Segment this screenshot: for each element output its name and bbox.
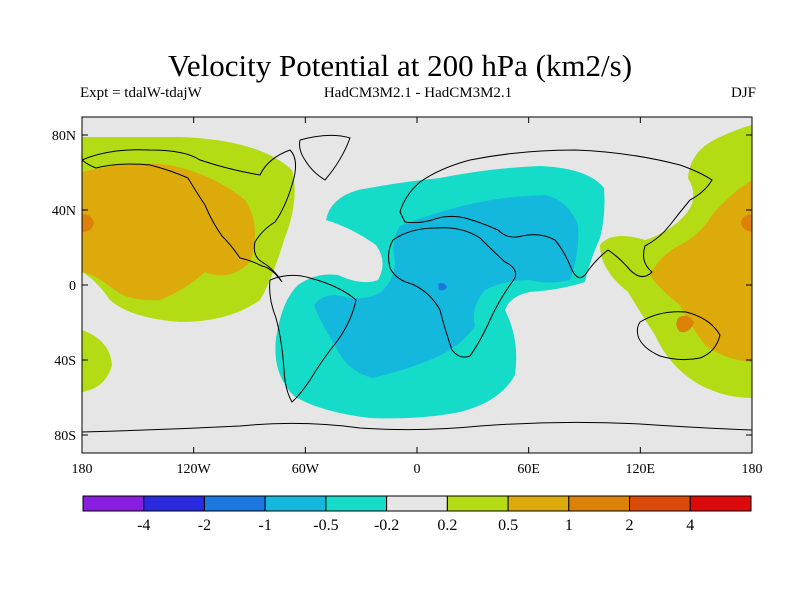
contour-positive-mid-west (82, 163, 255, 301)
lat-label: 40N (52, 204, 76, 219)
colorbar-swatch (143, 495, 205, 512)
australia-outline (636, 311, 721, 361)
lon-label: 60E (517, 462, 540, 477)
colorbar-label: 2 (626, 517, 634, 534)
colorbar-swatch (82, 495, 145, 512)
lon-label: 120W (177, 462, 212, 477)
colorbar-label: -0.2 (374, 517, 399, 534)
contour-negative-dark (438, 283, 447, 291)
colorbar-label: -4 (137, 517, 150, 534)
colorbar (82, 495, 752, 512)
lon-label: 60W (292, 462, 320, 477)
colorbar-label: -0.5 (313, 517, 338, 534)
contour-positive-dark-east-small (676, 315, 694, 333)
lat-label: 80N (52, 129, 76, 144)
colorbar-label: 0.5 (498, 517, 518, 534)
contour-positive-dark-west (82, 214, 94, 232)
map-title: Velocity Potential at 200 hPa (km2/s) (167, 48, 633, 83)
colorbar-label: 1 (565, 517, 573, 534)
longitude-labels: 180 120W 60W 0 60E 120E 180 (72, 462, 763, 477)
latitude-labels: 80N 40N 0 40S 80S (52, 129, 76, 444)
colorbar-label: -2 (198, 517, 211, 534)
africa-outline (388, 227, 516, 358)
colorbar-swatch (507, 495, 570, 512)
colorbar-swatch (568, 495, 631, 512)
south-america-outline (269, 274, 357, 403)
lon-label: 180 (742, 462, 763, 477)
eurasia-outline (399, 149, 713, 279)
contour-fields (82, 125, 752, 419)
colorbar-label: -1 (259, 517, 272, 534)
colorbar-swatch (386, 495, 448, 512)
colorbar-label: 0.2 (437, 517, 457, 534)
season-label: DJF (730, 85, 756, 101)
north-america-outline (82, 149, 296, 283)
colorbar-swatch (203, 495, 266, 512)
lon-label: 180 (72, 462, 93, 477)
lon-label: 120E (626, 462, 656, 477)
colorbar-swatch (446, 495, 509, 512)
contour-positive-mid-east (650, 180, 752, 362)
colorbar-swatch (629, 495, 691, 512)
contour-positive-light-southwest (82, 330, 112, 392)
colorbar-swatch (325, 495, 388, 512)
antarctica-outline (82, 421, 752, 433)
lat-label: 40S (54, 354, 76, 369)
colorbar-label: 4 (686, 517, 694, 534)
axis-ticks (81, 117, 753, 453)
model-label: HadCM3M2.1 - HadCM3M2.1 (323, 85, 513, 101)
contour-positive-dark-east (741, 214, 752, 232)
lon-label: 0 (414, 462, 421, 477)
coastlines (82, 134, 752, 433)
colorbar-swatch (264, 495, 327, 512)
lat-label: 0 (69, 279, 76, 294)
colorbar-swatch (689, 495, 752, 512)
greenland-outline (299, 134, 351, 181)
experiment-label: Expt = tdalW-tdajW (80, 85, 202, 101)
colorbar-labels: -4 -2 -1 -0.5 -0.2 0.2 0.5 1 2 4 (137, 517, 694, 534)
lat-label: 80S (54, 429, 76, 444)
